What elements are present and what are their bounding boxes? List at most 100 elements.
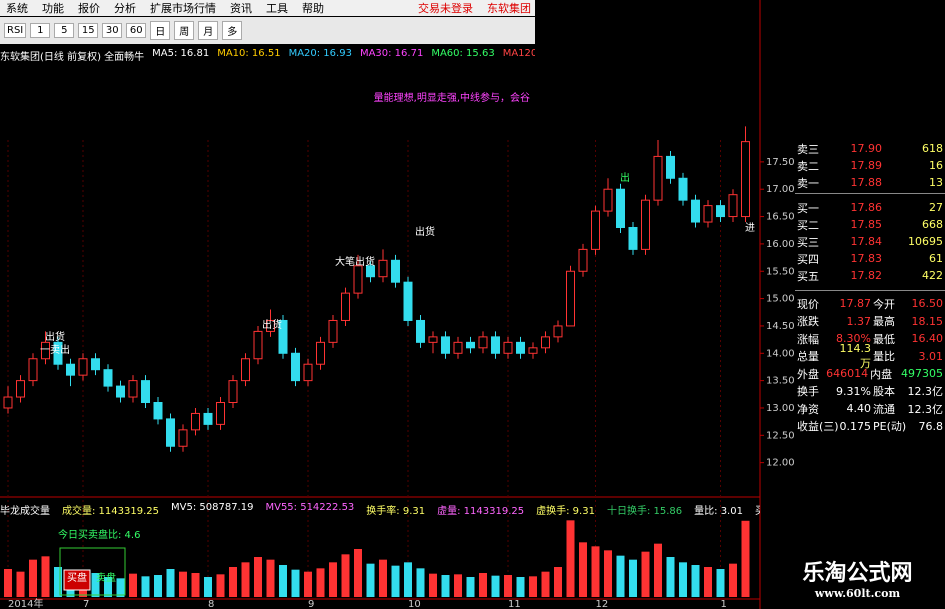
volume-bar <box>429 573 437 597</box>
candle-body <box>166 418 175 447</box>
volume-header-item: 量比: 3.01 <box>694 506 743 515</box>
candle-body <box>716 205 725 218</box>
title-item: MA120: 14.74 <box>502 48 535 59</box>
stat-value: 8.30% <box>836 332 871 345</box>
order-price: 17.89 <box>850 159 883 172</box>
stat-value: 9.31% <box>836 384 871 398</box>
y-tick-label: 16.00 <box>766 239 795 250</box>
toolbar: RSI 1 5 15 30 60 日周月多 <box>0 17 535 44</box>
candle-body <box>116 385 125 398</box>
watermark-name: 乐淘公式网 <box>802 561 913 586</box>
tool-button[interactable]: 30 <box>102 23 123 38</box>
candle-body <box>41 341 50 360</box>
volume-header-item: 毕龙成交量 <box>0 506 50 515</box>
menu-item[interactable]: 报价 <box>78 2 100 15</box>
stat-label: 涨幅 <box>797 332 819 346</box>
stat-value: 646014 <box>826 367 869 380</box>
title-item: MA5: 16.81 <box>152 48 210 59</box>
tool-button[interactable]: 60 <box>126 23 147 38</box>
volume-bar <box>491 575 500 597</box>
menu-item[interactable]: 分析 <box>114 2 136 15</box>
volume-bar <box>141 576 150 597</box>
menu-item[interactable]: 系统 <box>6 2 28 15</box>
candle-body <box>53 341 63 365</box>
stat-label: 最高 <box>873 315 895 328</box>
stat-value: 0.175 <box>839 419 872 433</box>
candle-body <box>453 341 463 354</box>
y-tick-label: 14.00 <box>766 348 795 359</box>
volume-bar <box>641 551 650 597</box>
candle-body <box>603 188 613 212</box>
volume-bar <box>379 559 387 597</box>
candle-body <box>328 319 338 343</box>
volume-bar <box>616 555 625 597</box>
candle-body <box>553 325 563 338</box>
candle-body <box>291 352 300 382</box>
order-price: 17.90 <box>850 142 883 155</box>
order-price: 17.86 <box>850 201 883 214</box>
tool-button[interactable]: RSI <box>4 23 27 38</box>
volume-bar <box>104 577 112 597</box>
order-book-row: 买一 17.86 27 <box>797 199 943 216</box>
volume-header-item: MV5: 508787.19 <box>171 502 254 513</box>
menu-item[interactable]: 帮助 <box>302 2 324 15</box>
x-tick-label: 8 <box>208 599 214 609</box>
volume-bar <box>279 565 287 597</box>
candle-body <box>78 358 88 376</box>
menu-item[interactable]: 资讯 <box>230 2 252 15</box>
volume-header-item: 十日换手: 15.86 <box>606 506 683 515</box>
volume-bar <box>404 562 412 597</box>
candle-body <box>466 341 475 349</box>
tool-button[interactable]: 1 <box>30 23 51 38</box>
x-tick-label: 11 <box>508 599 521 609</box>
volume-bar <box>341 554 350 597</box>
stat-label: 涨跌 <box>797 315 819 328</box>
tool-button[interactable]: 月 <box>198 21 219 40</box>
order-label: 卖二 <box>797 159 819 173</box>
volume-bar <box>416 568 425 597</box>
menu-item[interactable]: 扩展市场行情 <box>150 2 216 15</box>
stat-value: 1.37 <box>846 314 872 328</box>
stat-label: 股本 <box>873 385 895 398</box>
order-book-row: 卖三 17.90 618 <box>797 140 943 157</box>
order-volume: 16 <box>929 159 943 172</box>
volume-bar <box>391 565 400 597</box>
order-label: 买一 <box>797 201 819 215</box>
tool-button[interactable]: 5 <box>54 23 75 38</box>
volume-bar <box>291 569 300 597</box>
order-label: 卖一 <box>797 176 819 190</box>
order-price: 17.84 <box>850 235 883 248</box>
stat-value: 497305 <box>901 367 943 380</box>
menu-item[interactable]: 工具 <box>266 2 288 15</box>
sell-label: 卖盘 <box>96 571 116 584</box>
order-book-row: 买二 17.85 668 <box>797 216 943 233</box>
candle-body <box>516 341 525 354</box>
y-tick-label: 14.50 <box>766 321 795 332</box>
menu-item[interactable]: 功能 <box>42 2 64 15</box>
volume-header-item: 换手率: 9.31 <box>366 506 426 515</box>
candle-body <box>253 330 263 360</box>
stat-value: 16.40 <box>911 332 944 345</box>
volume-bar <box>316 568 325 597</box>
candle-body <box>3 396 13 409</box>
volume-bar <box>691 565 700 597</box>
tool-button[interactable]: 15 <box>78 23 99 38</box>
tool-button[interactable]: 多 <box>222 21 243 40</box>
stat-row: 涨幅 8.30% 最低 16.40 <box>797 330 943 347</box>
watermark-url: www.60lt.com <box>814 587 901 600</box>
candle-body <box>241 358 250 382</box>
volume-header-item: 买卖盘比: 4.61 <box>754 506 760 515</box>
note: 量能理想,明显走强,中线参与，会谷 <box>374 91 530 104</box>
tool-button[interactable]: 日 <box>150 21 171 40</box>
stat-label: 量比 <box>873 350 895 363</box>
stock-name: 东软集团 <box>487 2 531 15</box>
candle-body <box>591 210 600 250</box>
candle-body <box>91 358 100 371</box>
annotation: 出货 <box>45 330 65 343</box>
tool-button[interactable]: 周 <box>174 21 195 40</box>
x-tick-label: 9 <box>308 599 314 609</box>
order-book-row: 买四 17.83 61 <box>797 250 943 267</box>
volume-bar <box>254 557 262 597</box>
